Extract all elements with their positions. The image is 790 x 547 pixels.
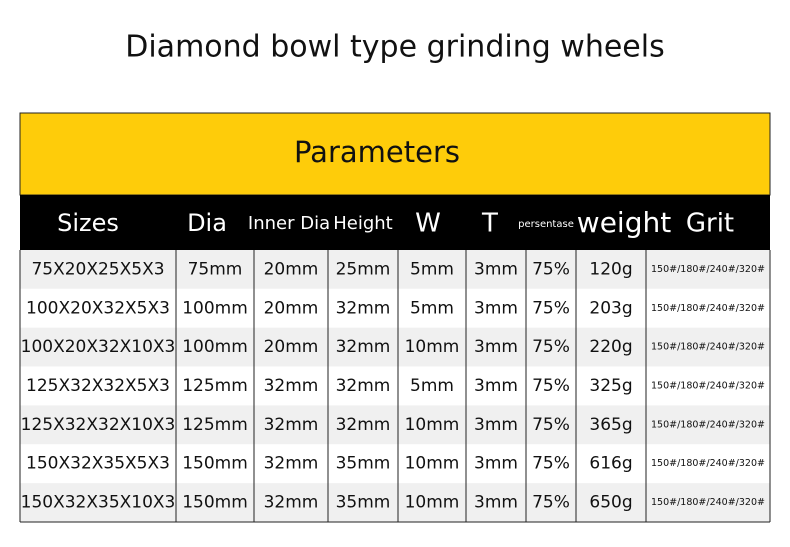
table-cell: 32mm: [336, 376, 391, 396]
table-cell: 32mm: [264, 454, 319, 474]
table-cell: 3mm: [474, 337, 518, 357]
table-cell: 3mm: [474, 298, 518, 318]
table-cell: 10mm: [405, 415, 460, 435]
table-cell: 100X20X32X10X3: [21, 337, 176, 357]
table-cell: 32mm: [336, 415, 391, 435]
row-background: [20, 366, 770, 406]
column-header: T: [481, 209, 498, 239]
table-cell: 150mm: [182, 454, 248, 474]
table-cell: 100mm: [182, 298, 248, 318]
table-cell: 3mm: [474, 376, 518, 396]
column-header: Height: [333, 213, 393, 234]
table-cell: 75%: [532, 376, 570, 396]
column-header: Sizes: [57, 209, 119, 237]
table-cell: 25mm: [336, 259, 391, 279]
table-cell: 150#/180#/240#/320#: [651, 342, 765, 353]
row-background: [20, 288, 770, 328]
table-cell: 150X32X35X5X3: [26, 454, 170, 474]
row-background: [20, 444, 770, 484]
table-cell: 150X32X35X10X3: [21, 493, 176, 513]
table-cell: 3mm: [474, 493, 518, 513]
table-cell: 150#/180#/240#/320#: [651, 264, 765, 275]
table-cell: 220g: [589, 337, 632, 357]
row-background: [20, 327, 770, 367]
table-cell: 203g: [589, 298, 632, 318]
table-cell: 75X20X25X5X3: [31, 259, 164, 279]
table-cell: 75%: [532, 454, 570, 474]
row-background: [20, 483, 770, 522]
table-cell: 150#/180#/240#/320#: [651, 497, 765, 508]
table-cell: 125X32X32X5X3: [26, 376, 170, 396]
table-cell: 32mm: [264, 415, 319, 435]
table-cell: 75%: [532, 298, 570, 318]
column-header: persentase: [518, 219, 574, 230]
table-cell: 5mm: [410, 376, 454, 396]
table-cell: 35mm: [336, 493, 391, 513]
table-cell: 125mm: [182, 376, 248, 396]
table-cell: 3mm: [474, 259, 518, 279]
header-band: [20, 195, 770, 250]
table-cell: 32mm: [264, 376, 319, 396]
table-cell: 5mm: [410, 298, 454, 318]
table-cell: 150#/180#/240#/320#: [651, 303, 765, 314]
row-background: [20, 250, 770, 289]
table-cell: 75%: [532, 415, 570, 435]
table-cell: 5mm: [410, 259, 454, 279]
table-cell: 125mm: [182, 415, 248, 435]
table-cell: 10mm: [405, 493, 460, 513]
table-cell: 325g: [589, 376, 632, 396]
table-cell: 650g: [589, 493, 632, 513]
table-cell: 150#/180#/240#/320#: [651, 419, 765, 430]
table-cell: 20mm: [264, 298, 319, 318]
column-header: Inner Dia: [248, 213, 330, 234]
table-cell: 75mm: [188, 259, 243, 279]
table-title-band: [19, 112, 771, 196]
table-cell: 3mm: [474, 415, 518, 435]
table-cell: 100X20X32X5X3: [26, 298, 170, 318]
table-cell: 150#/180#/240#/320#: [651, 381, 765, 392]
column-header: W: [415, 209, 441, 239]
page-title: Diamond bowl type grinding wheels: [125, 30, 664, 65]
table-cell: 365g: [589, 415, 632, 435]
table-cell: 32mm: [264, 493, 319, 513]
table-cell: 100mm: [182, 337, 248, 357]
table-cell: 120g: [589, 259, 632, 279]
column-header: weight: [577, 206, 671, 239]
table-title: Parameters: [294, 135, 460, 169]
table-cell: 20mm: [264, 259, 319, 279]
table-cell: 75%: [532, 493, 570, 513]
table-cell: 32mm: [336, 337, 391, 357]
table-cell: 10mm: [405, 337, 460, 357]
table-cell: 10mm: [405, 454, 460, 474]
table-cell: 32mm: [336, 298, 391, 318]
row-background: [20, 405, 770, 445]
table-cell: 75%: [532, 337, 570, 357]
table-cell: 150mm: [182, 493, 248, 513]
table-cell: 616g: [589, 454, 632, 474]
table-cell: 75%: [532, 259, 570, 279]
table-cell: 125X32X32X10X3: [21, 415, 176, 435]
table-cell: 150#/180#/240#/320#: [651, 458, 765, 469]
column-header: Grit: [686, 209, 734, 239]
table-cell: 3mm: [474, 454, 518, 474]
table-cell: 20mm: [264, 337, 319, 357]
table-cell: 35mm: [336, 454, 391, 474]
column-header: Dia: [187, 209, 227, 237]
